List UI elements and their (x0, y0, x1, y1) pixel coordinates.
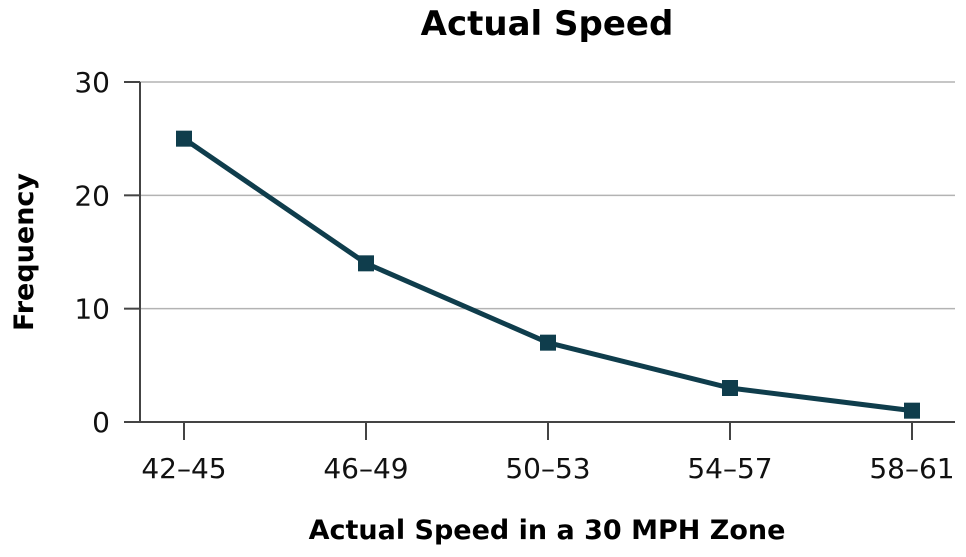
grid-layer (140, 81, 955, 310)
series-layer (176, 130, 920, 419)
axis-layer: 0 10 20 30 42–45 46–49 50–53 54–57 58–61 (74, 66, 955, 485)
y-tick-label: 30 (74, 66, 110, 99)
x-tick-label: 54–57 (687, 452, 772, 485)
data-point (722, 380, 738, 396)
x-tick-label: 50–53 (505, 452, 590, 485)
chart-title: Actual Speed (421, 4, 674, 44)
data-point (540, 334, 556, 351)
y-tick-label: 20 (74, 179, 110, 212)
data-point (176, 130, 192, 147)
x-axis-label: Actual Speed in a 30 MPH Zone (309, 515, 786, 546)
data-point (358, 255, 374, 272)
x-tick-label: 42–45 (141, 452, 226, 485)
x-tick-label: 46–49 (323, 452, 408, 485)
y-tick-label: 10 (74, 293, 110, 326)
y-axis-label: Frequency (9, 173, 40, 331)
data-point (904, 402, 920, 419)
x-tick-label: 58–61 (869, 452, 954, 485)
series-line (182, 136, 913, 414)
y-tick-label: 0 (92, 406, 110, 439)
